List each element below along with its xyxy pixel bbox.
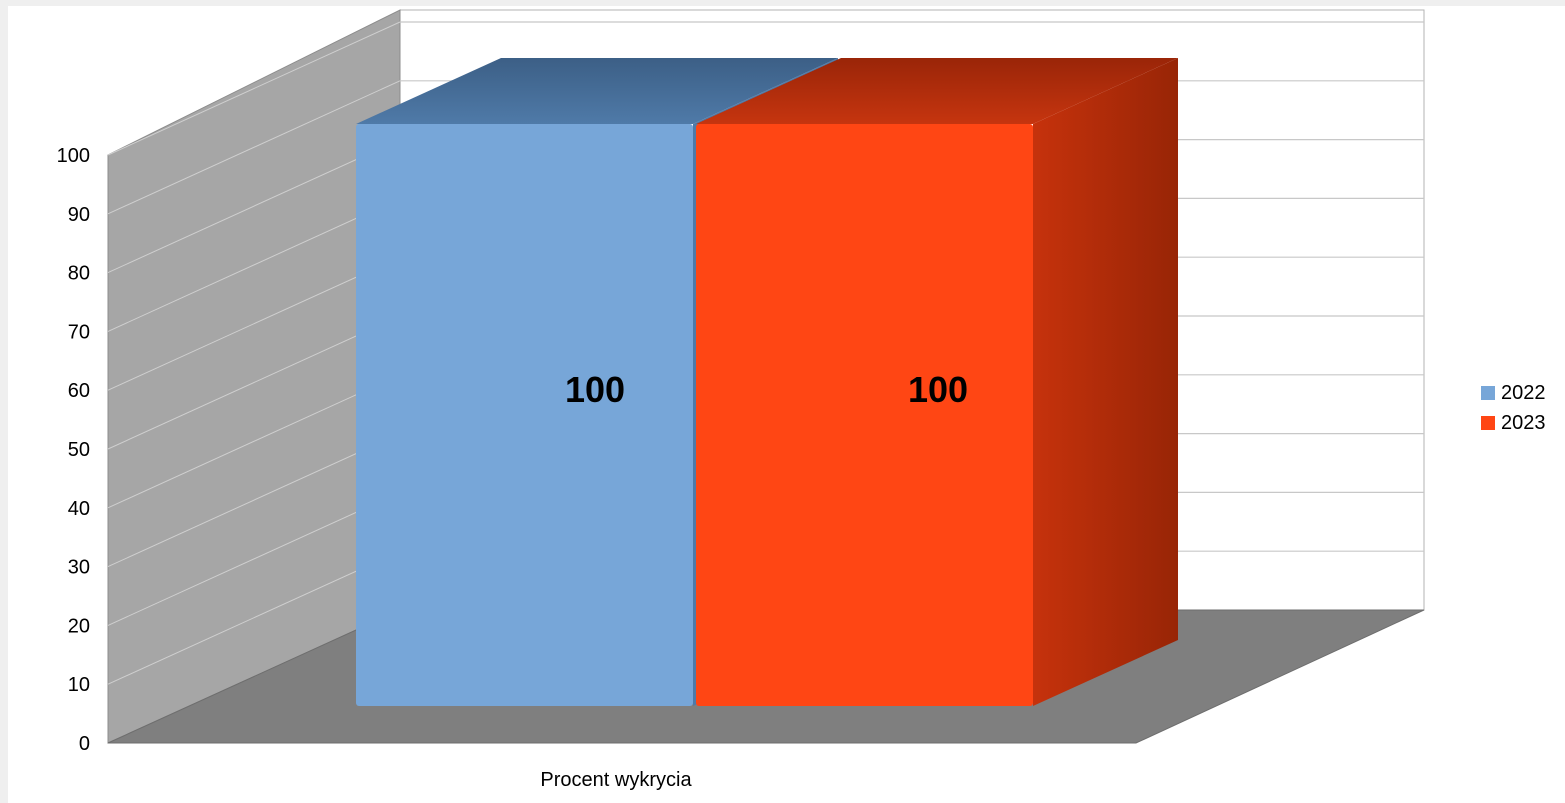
- legend-item-2023: 2023: [1481, 408, 1546, 438]
- side-gridline: [107, 491, 401, 626]
- side-gridline: [107, 315, 401, 450]
- y-tick-label: 100: [57, 145, 90, 167]
- y-axis: 0 10 20 30 40 50 60 70 80 90 100: [57, 145, 90, 755]
- y-tick-label: 60: [68, 380, 90, 402]
- side-gridline: [107, 256, 401, 391]
- side-gridline: [107, 374, 401, 509]
- bar-top-2023: [696, 58, 1178, 124]
- y-tick-label: 50: [68, 439, 90, 461]
- legend-label: 2023: [1501, 411, 1546, 434]
- side-gridline: [107, 550, 401, 685]
- y-tick-label: 30: [68, 557, 90, 579]
- y-tick-label: 90: [68, 204, 90, 226]
- legend-swatch: [1481, 416, 1495, 430]
- side-gridline: [107, 21, 401, 156]
- x-axis: Procent wykrycia: [540, 769, 692, 791]
- legend-item-2022: 2022: [1481, 378, 1546, 408]
- bar-side-2023: [1033, 58, 1178, 706]
- bar-front-2022: [356, 124, 693, 706]
- y-tick-label: 70: [68, 321, 90, 343]
- side-gridline: [107, 433, 401, 568]
- bar-top-2022: [356, 58, 838, 124]
- data-label-2022: 100: [565, 369, 625, 410]
- y-tick-label: 80: [68, 263, 90, 285]
- side-gridline: [107, 139, 401, 274]
- legend-swatch: [1481, 386, 1495, 400]
- y-tick-label: 10: [68, 674, 90, 696]
- legend: 2022 2023: [1481, 378, 1546, 438]
- y-tick-label: 40: [68, 498, 90, 520]
- side-gridline: [107, 80, 401, 215]
- y-tick-label: 0: [79, 733, 90, 755]
- x-category-label: Procent wykrycia: [540, 769, 692, 791]
- y-tick-label: 20: [68, 615, 90, 637]
- side-gridline: [107, 197, 401, 332]
- bars: 100 100: [356, 58, 1178, 706]
- chart-frame: 0 10 20 30 40 50 60 70 80 90 100 100 100 Procent wy…: [8, 6, 1565, 803]
- legend-label: 2022: [1501, 381, 1546, 404]
- bar-front-2023: [696, 124, 1033, 706]
- bar-2023: 100: [696, 58, 1178, 706]
- data-label-2023: 100: [908, 369, 968, 410]
